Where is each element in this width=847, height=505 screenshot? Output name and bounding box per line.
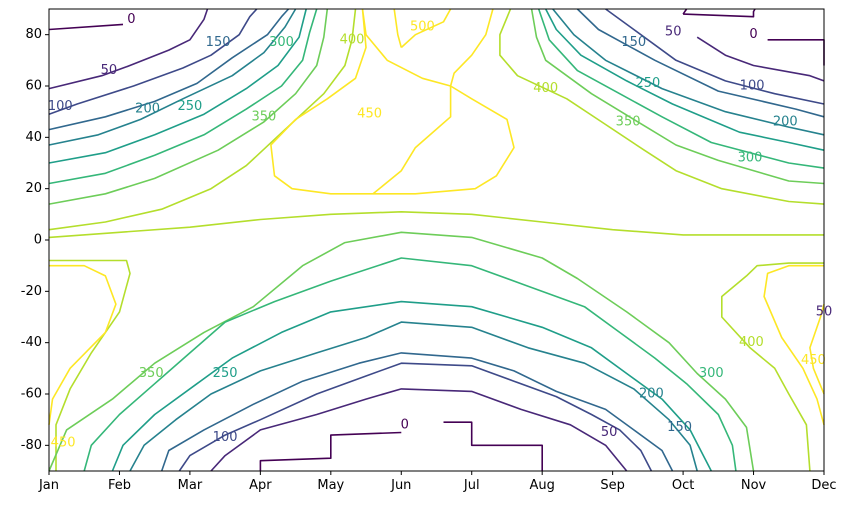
contour-label: 150 <box>621 35 646 50</box>
contour-label: 50 <box>665 25 682 40</box>
contour-label: 150 <box>206 35 231 50</box>
contour-label: 400 <box>340 32 365 47</box>
contour-lines <box>48 8 825 472</box>
y-tick-label: -20 <box>21 284 42 299</box>
contour-line-250 <box>111 300 713 472</box>
contour-line-100 <box>605 8 825 105</box>
y-tick-label: -80 <box>21 438 42 453</box>
x-tick-label: Apr <box>249 478 272 493</box>
y-tick-label: 20 <box>25 181 42 196</box>
contour-line-200 <box>552 8 825 136</box>
contour-line-50 <box>48 8 209 90</box>
contour-line-450 <box>373 8 515 195</box>
y-tick-label: -40 <box>21 335 42 350</box>
contour-label: 0 <box>749 27 757 42</box>
contour-line-500 <box>393 8 403 48</box>
contour-label: 0 <box>127 12 135 27</box>
contour-line-300 <box>537 8 825 169</box>
contour-label: 350 <box>139 366 164 381</box>
x-tick-label: Jan <box>38 478 59 493</box>
contour-line-500 <box>809 303 825 395</box>
contour-label: 0 <box>401 417 409 432</box>
contour-line-0 <box>683 8 756 18</box>
contour-label: 250 <box>213 366 238 381</box>
contour-line-400 <box>720 262 824 472</box>
contour-label: 200 <box>135 102 160 117</box>
contour-label: 200 <box>639 387 664 402</box>
contour-line-150 <box>576 8 825 118</box>
contour-line-400 <box>48 211 824 239</box>
contour-label: 100 <box>48 99 73 114</box>
contour-label: 50 <box>601 425 618 440</box>
contour-label: 300 <box>738 150 763 165</box>
x-tick-label: Sep <box>600 478 625 493</box>
contour-line-250 <box>48 8 307 164</box>
contour-label: 100 <box>740 79 765 94</box>
contour-line-0 <box>682 8 688 15</box>
plot-frame <box>48 8 825 472</box>
y-tick-label: 0 <box>34 233 42 248</box>
contour-label: 50 <box>101 63 118 78</box>
contour-label: 150 <box>667 420 692 435</box>
contour-line-450 <box>48 264 117 425</box>
x-tick-label: Nov <box>741 478 767 493</box>
contour-line-300 <box>48 8 318 185</box>
y-axis: -80 -60 -40 -20 0 20 40 60 80 <box>21 27 49 453</box>
contour-line-0 <box>259 431 402 471</box>
contour-line-150 <box>160 352 674 472</box>
contour-label: 300 <box>269 35 294 50</box>
contour-label: 250 <box>177 99 202 114</box>
contour-label: 450 <box>51 435 76 450</box>
x-tick-label: Oct <box>672 478 694 493</box>
x-tick-label: Dec <box>811 478 836 493</box>
contour-line-450 <box>763 264 825 426</box>
contour-line-400 <box>499 8 825 205</box>
contour-label: 400 <box>533 81 558 96</box>
x-tick-label: Jul <box>463 478 480 493</box>
x-tick-label: Aug <box>529 478 554 493</box>
contour-label: 450 <box>801 353 826 368</box>
contour-line-400 <box>49 259 131 471</box>
y-tick-label: -60 <box>21 387 42 402</box>
x-tick-label: Mar <box>178 478 203 493</box>
contour-line-0 <box>48 23 124 31</box>
contour-line-300 <box>83 257 737 472</box>
contour-line-200 <box>48 8 297 146</box>
x-tick-label: Jun <box>390 478 411 493</box>
contour-line-250 <box>544 8 825 151</box>
y-tick-label: 80 <box>25 27 42 42</box>
contour-line-0 <box>767 38 825 66</box>
x-axis: Jan Feb Mar Apr May Jun Jul Aug Sep Oct Nov Dec <box>38 471 837 493</box>
x-tick-label: Feb <box>108 478 131 493</box>
contour-line-350 <box>48 231 755 472</box>
contour-line-0 <box>443 421 544 471</box>
contour-label: 300 <box>699 366 724 381</box>
contour-line-50 <box>210 388 628 472</box>
contour-line-350 <box>530 8 825 185</box>
contour-line-400 <box>48 8 357 231</box>
contour-line-450 <box>270 8 452 195</box>
contour-label: 500 <box>410 20 435 35</box>
contour-line-350 <box>48 8 329 205</box>
contour-label: 100 <box>213 430 238 445</box>
contour-label: 200 <box>773 114 798 129</box>
contour-label: 350 <box>616 114 641 129</box>
contour-label: 250 <box>635 76 660 91</box>
contour-label: 400 <box>739 335 764 350</box>
contour-line-100 <box>48 8 258 115</box>
contour-label: 450 <box>357 107 382 122</box>
contour-line-150 <box>48 8 290 131</box>
y-tick-label: 40 <box>25 130 42 145</box>
contour-line-50 <box>696 36 825 82</box>
x-tick-label: May <box>317 478 344 493</box>
contour-line-100 <box>178 362 653 472</box>
contour-line-200 <box>129 321 698 472</box>
contour-label: 350 <box>251 109 276 124</box>
y-tick-label: 60 <box>25 79 42 94</box>
contour-line-500 <box>400 8 452 49</box>
